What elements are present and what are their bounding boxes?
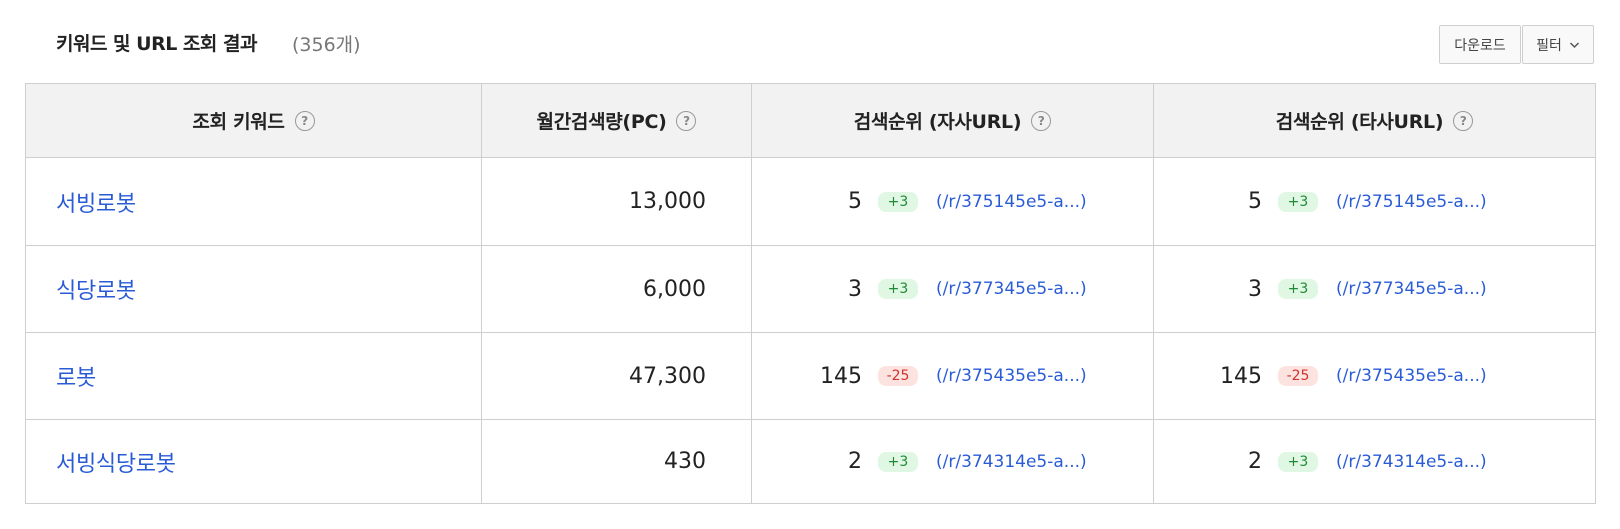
column-header-own-rank: 검색순위 (자사URL) ?: [751, 83, 1154, 158]
filter-button-label: 필터: [1536, 37, 1562, 54]
filter-dropdown-button[interactable]: 필터: [1522, 25, 1594, 64]
rank-url-link[interactable]: (/r/375435e5-a...): [936, 366, 1087, 386]
table-row: 로봇 47,300 145 -25 (/r/375435e5-a...) 145…: [25, 332, 1596, 420]
own-rank-cell: 5 +3 (/r/375145e5-a...): [751, 157, 1154, 246]
rank-change-badge: +3: [1278, 279, 1318, 299]
other-rank-cell: 5 +3 (/r/375145e5-a...): [1153, 157, 1596, 246]
table-row: 식당로봇 6,000 3 +3 (/r/377345e5-a...) 3 +3 …: [25, 245, 1596, 333]
volume-cell: 6,000: [481, 245, 752, 333]
keyword-cell: 서빙로봇: [25, 157, 482, 246]
column-header-label: 월간검색량(PC): [536, 111, 667, 133]
rank-change-badge: +3: [878, 191, 918, 212]
rank-value: 145: [1220, 363, 1262, 389]
table-row: 서빙식당로봇 430 2 +3 (/r/374314e5-a...) 2 +3 …: [25, 419, 1596, 504]
results-header: 키워드 및 URL 조회 결과 (356개) 다운로드 필터: [0, 0, 1620, 84]
keyword-link[interactable]: 로봇: [56, 366, 96, 391]
download-button-label: 다운로드: [1454, 37, 1506, 54]
help-icon[interactable]: ?: [294, 110, 315, 131]
chevron-down-icon: [1569, 41, 1579, 48]
column-header-keyword: 조회 키워드 ?: [25, 83, 482, 158]
table-row: 서빙로봇 13,000 5 +3 (/r/375145e5-a...) 5 +3…: [25, 157, 1596, 246]
keyword-link[interactable]: 서빙식당로봇: [56, 451, 176, 477]
rank-value: 5: [1248, 189, 1262, 214]
rank-change-badge: +3: [878, 451, 918, 472]
other-rank-cell: 2 +3 (/r/374314e5-a...): [1153, 419, 1596, 504]
column-header-label: 검색순위 (자사URL): [853, 111, 1022, 133]
keyword-link[interactable]: 식당로봇: [56, 279, 136, 304]
rank-change-badge: +3: [1278, 451, 1318, 472]
help-icon[interactable]: ?: [1453, 110, 1474, 131]
rank-url-link[interactable]: (/r/374314e5-a...): [936, 451, 1087, 472]
rank-change-badge: +3: [1278, 191, 1318, 212]
own-rank-cell: 145 -25 (/r/375435e5-a...): [751, 332, 1154, 420]
rank-url-link[interactable]: (/r/377345e5-a...): [1336, 279, 1487, 299]
results-title: 키워드 및 URL 조회 결과: [56, 33, 257, 55]
volume-cell: 47,300: [481, 332, 752, 420]
rank-url-link[interactable]: (/r/375435e5-a...): [1336, 366, 1487, 386]
column-header-other-rank: 검색순위 (타사URL) ?: [1153, 83, 1596, 158]
rank-change-badge: -25: [1278, 366, 1318, 386]
results-table: 조회 키워드 ? 월간검색량(PC) ? 검색순위 (자사URL) ? 검색순위…: [25, 83, 1596, 504]
other-rank-cell: 3 +3 (/r/377345e5-a...): [1153, 245, 1596, 333]
rank-value: 2: [848, 449, 862, 474]
rank-value: 3: [1248, 276, 1262, 302]
rank-change-badge: +3: [878, 279, 918, 299]
results-count: (356개): [292, 34, 361, 56]
help-icon[interactable]: ?: [676, 110, 697, 131]
help-icon[interactable]: ?: [1031, 110, 1052, 131]
rank-value: 3: [848, 276, 862, 302]
rank-url-link[interactable]: (/r/375145e5-a...): [936, 191, 1087, 212]
own-rank-cell: 3 +3 (/r/377345e5-a...): [751, 245, 1154, 333]
rank-change-badge: -25: [878, 366, 918, 386]
rank-value: 2: [1248, 449, 1262, 474]
keyword-cell: 식당로봇: [25, 245, 482, 333]
rank-url-link[interactable]: (/r/375145e5-a...): [1336, 191, 1487, 212]
column-header-label: 조회 키워드: [192, 111, 285, 133]
rank-url-link[interactable]: (/r/377345e5-a...): [936, 279, 1087, 299]
table-header-row: 조회 키워드 ? 월간검색량(PC) ? 검색순위 (자사URL) ? 검색순위…: [25, 83, 1596, 158]
column-header-volume: 월간검색량(PC) ?: [481, 83, 752, 158]
keyword-cell: 서빙식당로봇: [25, 419, 482, 504]
other-rank-cell: 145 -25 (/r/375435e5-a...): [1153, 332, 1596, 420]
keyword-link[interactable]: 서빙로봇: [56, 191, 136, 217]
volume-cell: 430: [481, 419, 752, 504]
rank-value: 5: [848, 189, 862, 214]
own-rank-cell: 2 +3 (/r/374314e5-a...): [751, 419, 1154, 504]
volume-cell: 13,000: [481, 157, 752, 246]
keyword-cell: 로봇: [25, 332, 482, 420]
rank-url-link[interactable]: (/r/374314e5-a...): [1336, 451, 1487, 472]
download-button[interactable]: 다운로드: [1439, 25, 1521, 64]
rank-value: 145: [820, 363, 862, 389]
column-header-label: 검색순위 (타사URL): [1275, 111, 1444, 133]
